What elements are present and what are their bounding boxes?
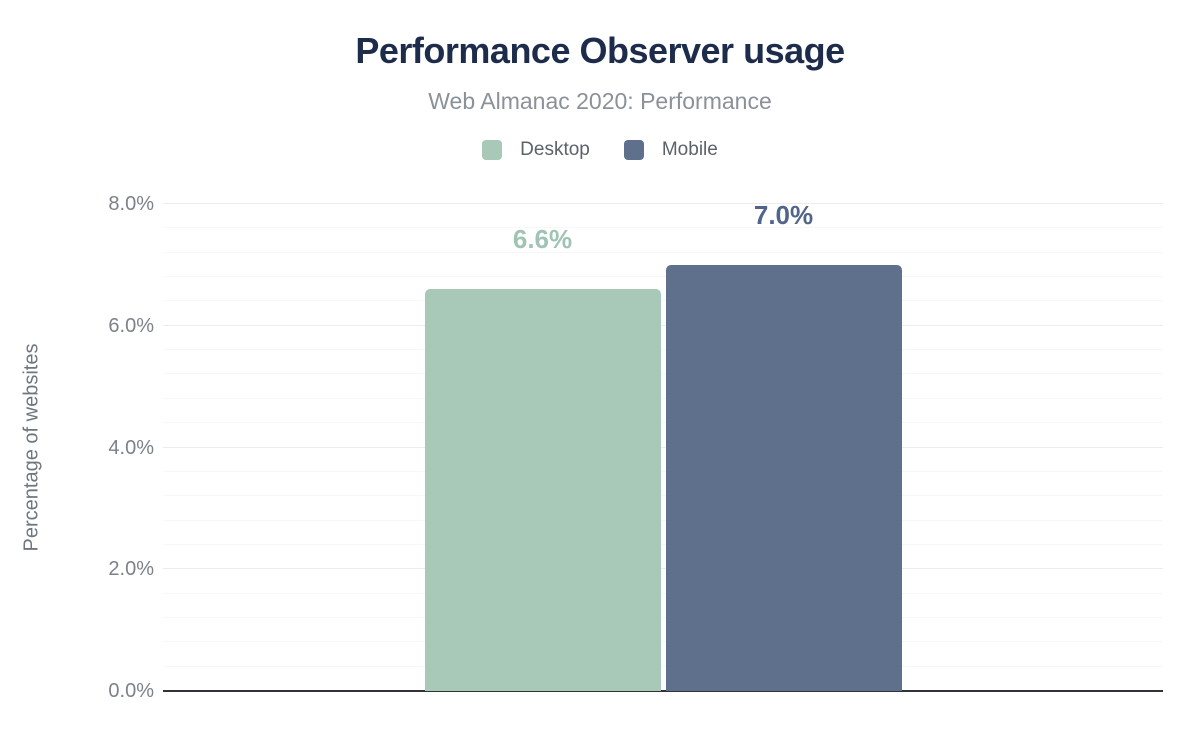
y-axis-title: Percentage of websites [20,343,43,552]
gridline-minor [163,665,1163,667]
gridline-minor [163,495,1163,497]
legend-label: Mobile [661,139,718,160]
gridline-minor [163,616,1163,618]
y-axis-title-wrap: Percentage of websites [0,204,64,691]
gridline-minor [163,543,1163,545]
gridline-minor [163,422,1163,424]
legend: Desktop Mobile [0,139,1200,161]
legend-label: Desktop [520,139,590,160]
gridline-minor [163,227,1163,229]
y-axis-tick-label: 6.0% [108,314,154,337]
gridline-major [163,203,1163,204]
bar-value-label-mobile: 7.0% [753,199,814,230]
gridline-minor [163,641,1163,643]
y-axis-tick-label: 2.0% [108,558,154,581]
gridline-minor [163,251,1163,253]
legend-swatch-mobile [623,140,644,160]
legend-item-desktop: Desktop [482,139,590,161]
legend-item-mobile: Mobile [623,139,718,161]
chart-title: Performance Observer usage [355,30,845,71]
bar-value-label-desktop: 6.6% [512,224,573,255]
legend-swatch-desktop [482,140,503,160]
bar-mobile [665,264,902,691]
y-axis-ticks: 0.0% 2.0% 4.0% 6.0% 8.0% [64,194,154,701]
gridline-minor [163,397,1163,399]
gridline-minor [163,373,1163,375]
gridline-minor [163,300,1163,302]
gridline-major [163,568,1163,570]
gridline-minor [163,349,1163,351]
gridline-minor [163,519,1163,521]
gridline-minor [163,470,1163,472]
chart-subtitle: Web Almanac 2020: Performance [428,88,772,114]
gridline-minor [163,276,1163,278]
y-axis-tick-label: 4.0% [108,436,154,459]
gridline-minor [163,592,1163,594]
plot-area: 6.6% 7.0% [163,199,1163,692]
gridline-major [163,324,1163,326]
gridline-major [163,446,1163,448]
y-axis-tick-label: 0.0% [108,680,154,702]
y-axis-tick-label: 8.0% [108,193,154,215]
x-axis-line [163,689,1163,692]
bar-desktop [424,289,661,691]
